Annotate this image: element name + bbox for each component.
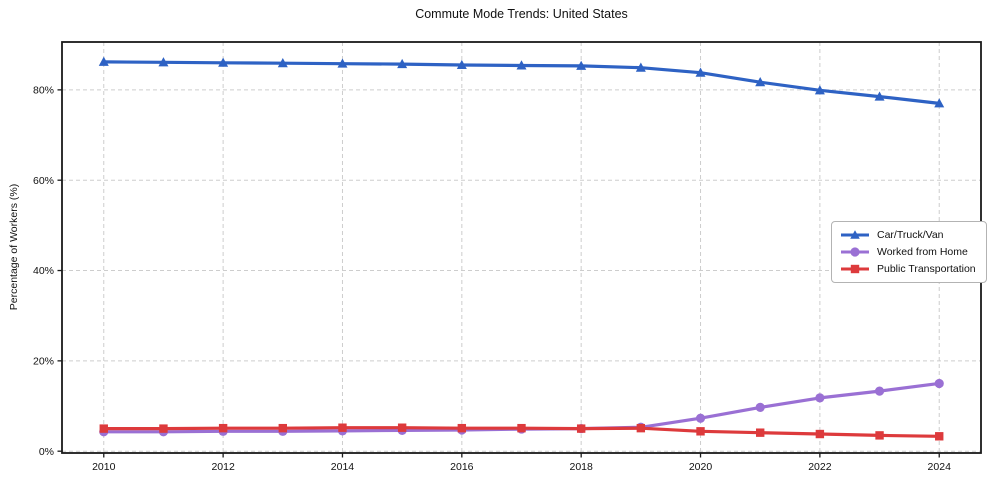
triangle-marker	[576, 60, 587, 70]
circle-marker	[695, 413, 706, 423]
x-tick-label: 2016	[450, 461, 474, 473]
square-legend-marker-icon	[841, 264, 869, 274]
square-marker	[875, 431, 884, 440]
triangle-marker	[98, 56, 109, 66]
x-tick-label: 2022	[808, 461, 832, 473]
series-public-transportation	[99, 423, 944, 441]
triangle-marker	[934, 98, 945, 108]
circle-marker	[874, 386, 885, 396]
triangle-marker	[218, 57, 229, 67]
chart-title: Commute Mode Trends: United States	[415, 7, 628, 21]
y-tick-label: 20%	[33, 355, 54, 367]
triangle-marker	[277, 58, 288, 68]
square-marker	[99, 424, 108, 433]
circle-marker	[934, 378, 944, 389]
square-marker	[278, 423, 287, 433]
square-marker	[815, 429, 825, 439]
triangle-marker	[158, 57, 169, 67]
square-marker	[159, 424, 168, 433]
triangle-legend-marker-icon	[841, 230, 869, 239]
square-marker	[338, 423, 347, 432]
square-marker	[935, 432, 944, 441]
x-tick-label: 2010	[92, 461, 116, 473]
square-marker	[576, 424, 586, 433]
circle-marker	[815, 393, 825, 403]
triangle-marker	[755, 76, 766, 87]
circle-marker	[755, 402, 765, 412]
y-tick-label: 40%	[33, 265, 54, 277]
triangle-marker	[337, 58, 348, 68]
x-tick-label: 2018	[569, 461, 593, 473]
square-marker	[696, 427, 705, 436]
legend: Car/Truck/Van Worked from Home Public Tran…	[831, 221, 987, 283]
circle-legend-marker-icon	[841, 247, 869, 257]
triangle-marker	[456, 59, 467, 70]
axis-ticks: 0% 20% 40% 60% 80% 2010 2012 2014 2016 2018 2020 20…	[33, 84, 951, 473]
square-marker	[517, 423, 526, 433]
triangle-marker	[397, 58, 408, 69]
legend-label: Worked from Home	[877, 246, 968, 258]
triangle-marker	[516, 60, 527, 70]
x-tick-label: 2024	[928, 461, 952, 473]
square-marker	[457, 423, 467, 433]
square-marker	[397, 423, 407, 432]
legend-label: Car/Truck/Van	[877, 229, 944, 241]
legend-item-worked-from-home: Worked from Home	[840, 245, 976, 259]
square-marker	[218, 423, 228, 433]
legend-item-public-transportation: Public Transportation	[840, 262, 976, 276]
square-marker	[636, 423, 646, 433]
triangle-marker	[874, 91, 885, 101]
x-tick-label: 2012	[211, 461, 235, 473]
legend-label: Public Transportation	[877, 263, 976, 275]
y-tick-label: 80%	[33, 84, 54, 96]
series-car-truck-van	[98, 56, 945, 108]
triangle-marker	[635, 62, 646, 72]
y-tick-label: 60%	[33, 175, 54, 187]
square-marker	[756, 428, 765, 437]
legend-item-car-truck-van: Car/Truck/Van	[840, 228, 976, 242]
y-tick-label: 0%	[39, 446, 54, 458]
triangle-marker	[695, 67, 706, 77]
triangle-marker	[814, 85, 825, 95]
x-tick-label: 2014	[331, 461, 355, 473]
x-tick-label: 2020	[689, 461, 713, 473]
